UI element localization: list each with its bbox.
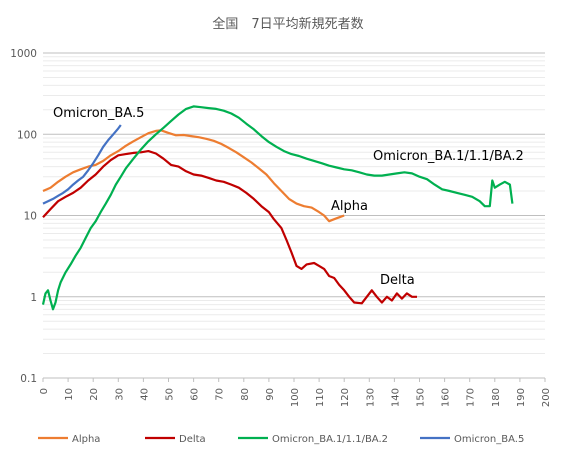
x-tick-label: 60 xyxy=(190,388,201,401)
x-tick-label: 30 xyxy=(114,388,125,401)
legend-entry: Alpha xyxy=(72,434,100,445)
x-tick-label: 160 xyxy=(441,388,452,407)
x-tick-label: 10 xyxy=(64,388,75,401)
x-tick-label: 90 xyxy=(265,388,276,401)
x-tick-label: 120 xyxy=(340,388,351,407)
y-tick-label: 1 xyxy=(30,292,37,304)
y-tick-label: 100 xyxy=(17,129,37,141)
x-tick-label: 40 xyxy=(139,388,150,401)
x-tick-label: 20 xyxy=(89,388,100,401)
x-tick-label: 170 xyxy=(466,388,477,407)
x-tick-label: 140 xyxy=(390,388,401,407)
x-tick-label: 130 xyxy=(365,388,376,407)
series-line xyxy=(41,105,514,311)
y-tick-label: 1000 xyxy=(10,48,37,60)
chart-title: 全国 7日平均新規死者数 xyxy=(212,17,364,32)
series-line xyxy=(42,129,345,223)
x-tick-label: 200 xyxy=(541,388,552,407)
x-tick-label: 180 xyxy=(491,388,502,407)
series-line xyxy=(42,124,122,205)
y-tick-label: 10 xyxy=(24,211,37,223)
legend-entry: Omicron_BA.5 xyxy=(454,434,524,445)
x-tick-label: 100 xyxy=(290,388,301,407)
series-label: Omicron_BA.5 xyxy=(53,106,144,121)
x-tick-label: 110 xyxy=(315,388,326,407)
x-tick-label: 70 xyxy=(215,388,226,401)
x-tick-label: 150 xyxy=(416,388,427,407)
x-tick-label: 0 xyxy=(39,388,50,394)
legend-entry: Delta xyxy=(179,434,206,445)
x-tick-label: 80 xyxy=(240,388,251,401)
legend-entry: Omicron_BA.1/1.1/BA.2 xyxy=(272,434,388,445)
series-label: Delta xyxy=(380,273,415,288)
series-label: Alpha xyxy=(331,199,368,214)
series-label: Omicron_BA.1/1.1/BA.2 xyxy=(373,149,524,164)
x-tick-label: 190 xyxy=(516,388,527,407)
y-tick-label: 0.1 xyxy=(20,373,37,385)
x-tick-label: 50 xyxy=(165,388,176,401)
series-line xyxy=(42,150,417,305)
